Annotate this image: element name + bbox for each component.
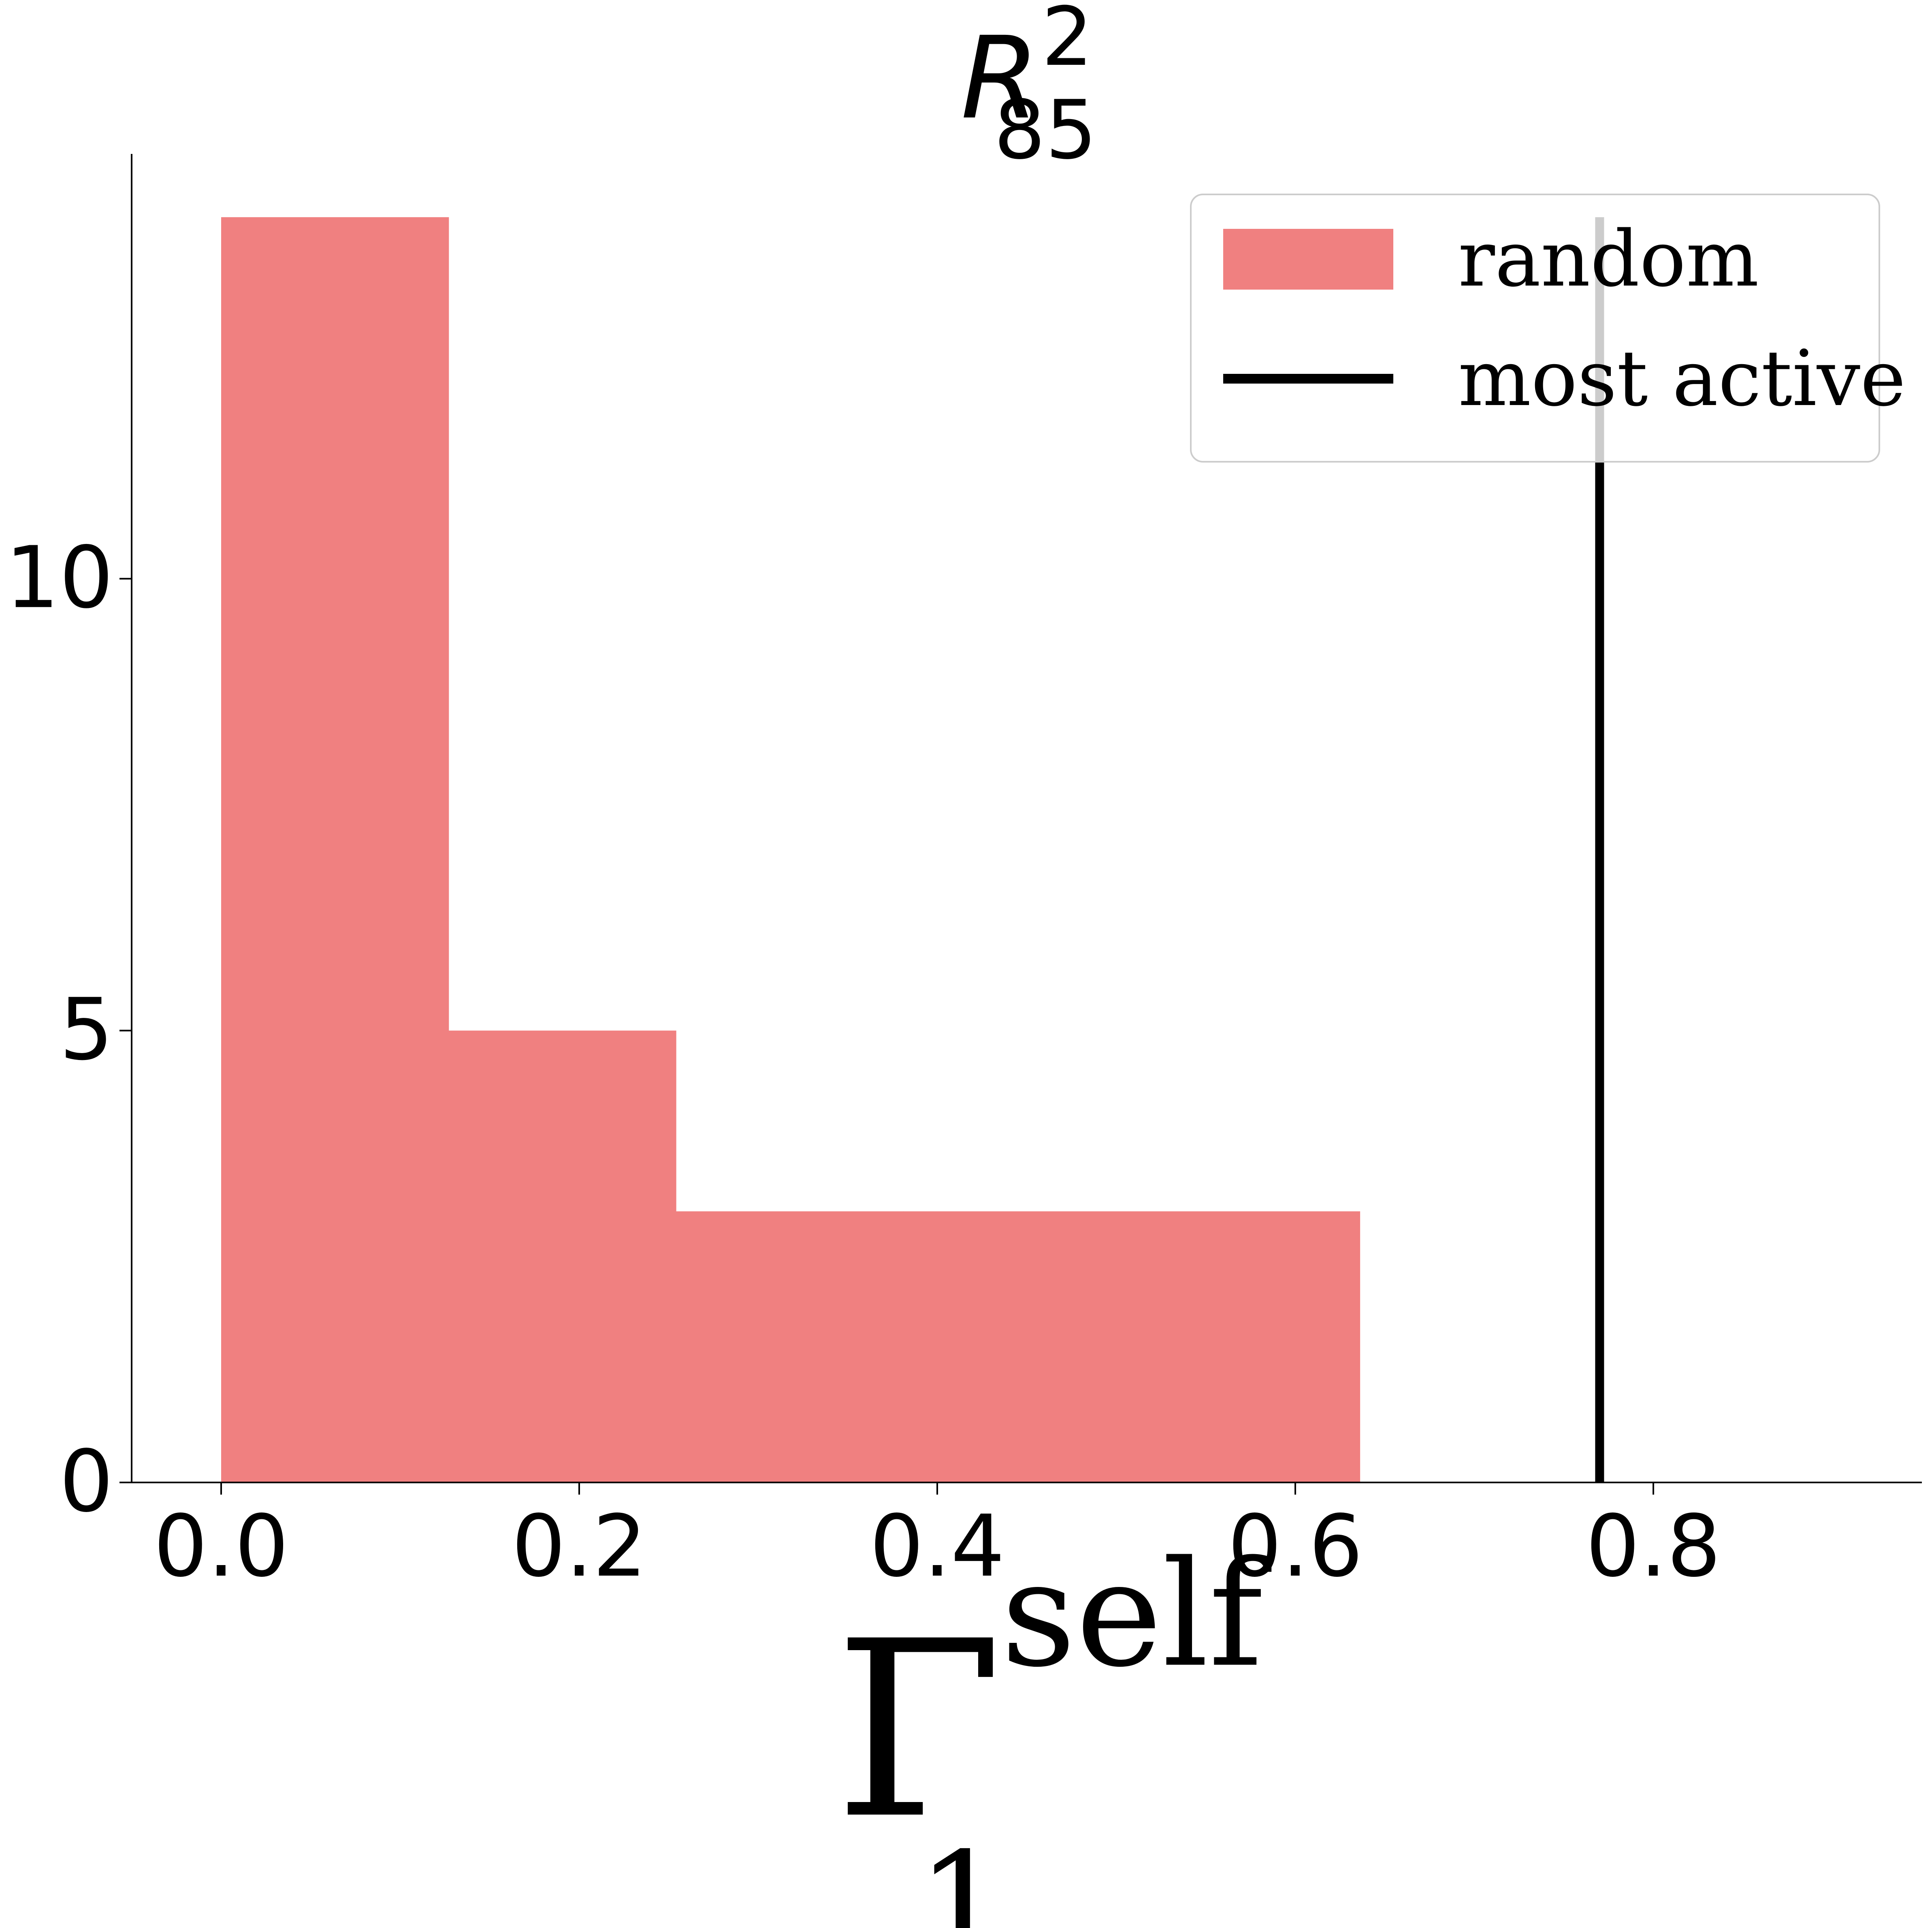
x-axis: 0.0 0.2 0.4 0.6 0.8 [132, 1482, 1922, 1596]
chart-title: R 2 85 [961, 0, 1097, 177]
histogram-bar-1 [448, 1030, 676, 1482]
x-tick-label-3: 0.6 [1228, 1497, 1363, 1596]
legend-swatch-random [1223, 229, 1393, 290]
histogram-bar-2 [676, 1211, 904, 1482]
x-tick-label-0: 0.0 [154, 1497, 289, 1596]
histogram-bar-3 [903, 1211, 1131, 1482]
legend-label-most-active: most active [1458, 334, 1906, 423]
y-tick-label-0: 0 [59, 1432, 113, 1531]
histogram-bar-4 [1130, 1211, 1361, 1482]
x-tick-label-1: 0.2 [512, 1497, 647, 1596]
y-tick-label-2: 10 [5, 528, 113, 627]
legend-label-random: random [1458, 214, 1759, 304]
x-tick-label-4: 0.8 [1586, 1497, 1721, 1596]
y-axis: 0 5 10 [5, 154, 132, 1531]
plot-area [221, 217, 1604, 1483]
histogram-bar-0 [221, 217, 449, 1483]
x-tick-label-2: 0.4 [870, 1497, 1005, 1596]
legend: random most active [1190, 194, 1906, 463]
y-tick-label-1: 5 [59, 980, 113, 1079]
x-axis-label: Γ self 1 [834, 1529, 1273, 1928]
